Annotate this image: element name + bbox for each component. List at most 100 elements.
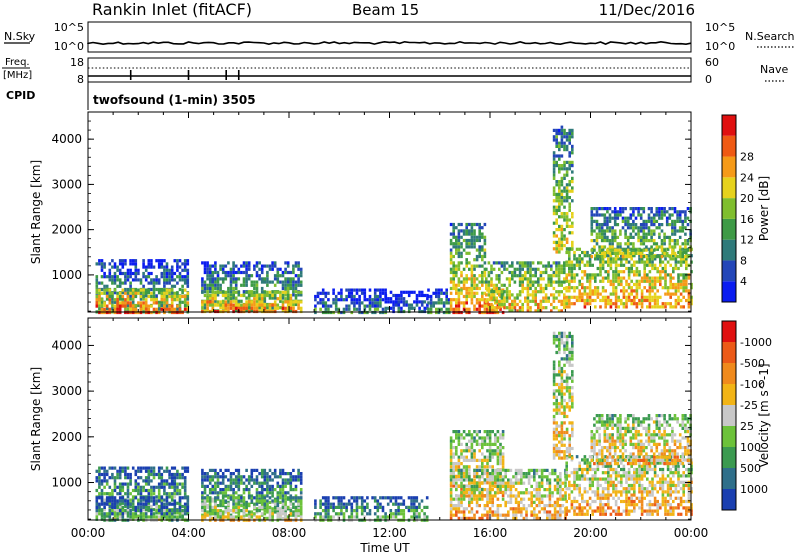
heatmap-cell	[516, 267, 519, 271]
heatmap-cell	[131, 288, 135, 292]
y-tick-label: 3000	[51, 177, 82, 191]
heatmap-cell	[245, 283, 248, 287]
heatmap-cell	[452, 222, 455, 227]
heatmap-cell	[206, 472, 209, 476]
heatmap-cell	[392, 502, 395, 506]
heatmap-cell	[237, 502, 241, 506]
heatmap-cell	[544, 286, 548, 291]
heatmap-cell	[284, 472, 287, 476]
heatmap-cell	[630, 292, 633, 296]
heatmap-cell	[568, 205, 571, 209]
heatmap-cell	[442, 291, 446, 295]
heatmap-cell	[660, 207, 664, 211]
heatmap-cell	[679, 286, 683, 290]
heatmap-cell	[616, 235, 620, 239]
heatmap-cell	[168, 502, 171, 506]
heatmap-cell	[284, 300, 287, 304]
heatmap-cell	[224, 484, 228, 488]
heatmap-cell	[449, 261, 453, 265]
heatmap-cell	[462, 471, 466, 475]
heatmap-cell	[126, 303, 130, 308]
heatmap-cell	[150, 479, 153, 483]
heatmap-cell	[350, 288, 354, 292]
heatmap-cell	[389, 300, 393, 304]
heatmap-cell	[637, 210, 640, 214]
heatmap-cell	[373, 512, 377, 516]
heatmap-cell	[563, 196, 566, 200]
heatmap-cell	[583, 289, 587, 293]
heatmap-cell	[219, 509, 222, 513]
heatmap-cell	[116, 301, 119, 305]
heatmap-cell	[470, 274, 474, 278]
nave-label: Nave	[760, 63, 788, 76]
heatmap-cell	[627, 260, 631, 264]
heatmap-cell	[645, 223, 648, 227]
heatmap-cell	[682, 273, 685, 277]
heatmap-cell	[423, 515, 426, 519]
heatmap-cell	[686, 223, 690, 227]
heatmap-cell	[571, 160, 574, 164]
heatmap-cell	[206, 504, 209, 508]
heatmap-cell	[206, 499, 209, 503]
heatmap-cell	[137, 488, 140, 493]
heatmap-cell	[142, 502, 145, 506]
heatmap-cell	[452, 267, 455, 271]
heatmap-cell	[465, 274, 468, 278]
heatmap-cell	[651, 257, 654, 261]
heatmap-cell	[237, 290, 241, 294]
heatmap-cell	[534, 296, 537, 300]
heatmap-cell	[95, 488, 99, 493]
heatmap-cell	[624, 219, 627, 223]
heatmap-cell	[488, 442, 492, 446]
heatmap-cell	[629, 223, 633, 227]
heatmap-cell	[232, 290, 235, 294]
heatmap-cell	[643, 270, 646, 274]
heatmap-cell	[686, 207, 690, 211]
heatmap-cell	[565, 218, 569, 222]
heatmap-cell	[276, 267, 280, 271]
heatmap-cell	[534, 267, 537, 271]
heatmap-cell	[468, 291, 471, 295]
heatmap-cell	[449, 251, 453, 255]
heatmap-cell	[494, 452, 497, 456]
heatmap-cell	[266, 484, 269, 488]
heatmap-cell	[211, 280, 215, 284]
heatmap-cell	[627, 298, 631, 303]
heatmap-cell	[685, 289, 688, 293]
heatmap-cell	[449, 471, 453, 475]
heatmap-cell	[266, 290, 269, 294]
heatmap-cell	[455, 449, 458, 453]
heatmap-cell	[504, 472, 507, 476]
heatmap-cell	[601, 257, 605, 261]
heatmap-cell	[371, 301, 374, 305]
heatmap-cell	[407, 509, 411, 513]
heatmap-cell	[555, 270, 558, 275]
heatmap-cell	[449, 232, 453, 236]
heatmap-cell	[366, 298, 369, 302]
heatmap-cell	[214, 505, 217, 509]
heatmap-cell	[643, 286, 646, 290]
heatmap-cell	[144, 482, 148, 486]
heatmap-cell	[276, 277, 280, 281]
heatmap-cell	[666, 302, 670, 306]
heatmap-cell	[142, 466, 145, 470]
heatmap-cell	[496, 430, 500, 434]
heatmap-cell	[473, 267, 476, 271]
heatmap-cell	[402, 300, 406, 304]
heatmap-cell	[221, 494, 225, 498]
heatmap-cell	[586, 260, 589, 264]
heatmap-cell	[294, 261, 298, 265]
heatmap-cell	[271, 290, 274, 294]
heatmap-cell	[418, 502, 421, 506]
heatmap-cell	[669, 292, 672, 296]
heatmap-cell	[353, 499, 356, 503]
heatmap-cell	[598, 226, 601, 230]
heatmap-cell	[98, 492, 101, 496]
heatmap-cell	[490, 267, 493, 271]
heatmap-cell	[242, 505, 246, 509]
heatmap-cell	[255, 290, 259, 294]
heatmap-cell	[578, 266, 581, 271]
heatmap-cell	[319, 515, 322, 519]
heatmap-cell	[612, 257, 615, 261]
heatmap-cell	[284, 293, 287, 297]
